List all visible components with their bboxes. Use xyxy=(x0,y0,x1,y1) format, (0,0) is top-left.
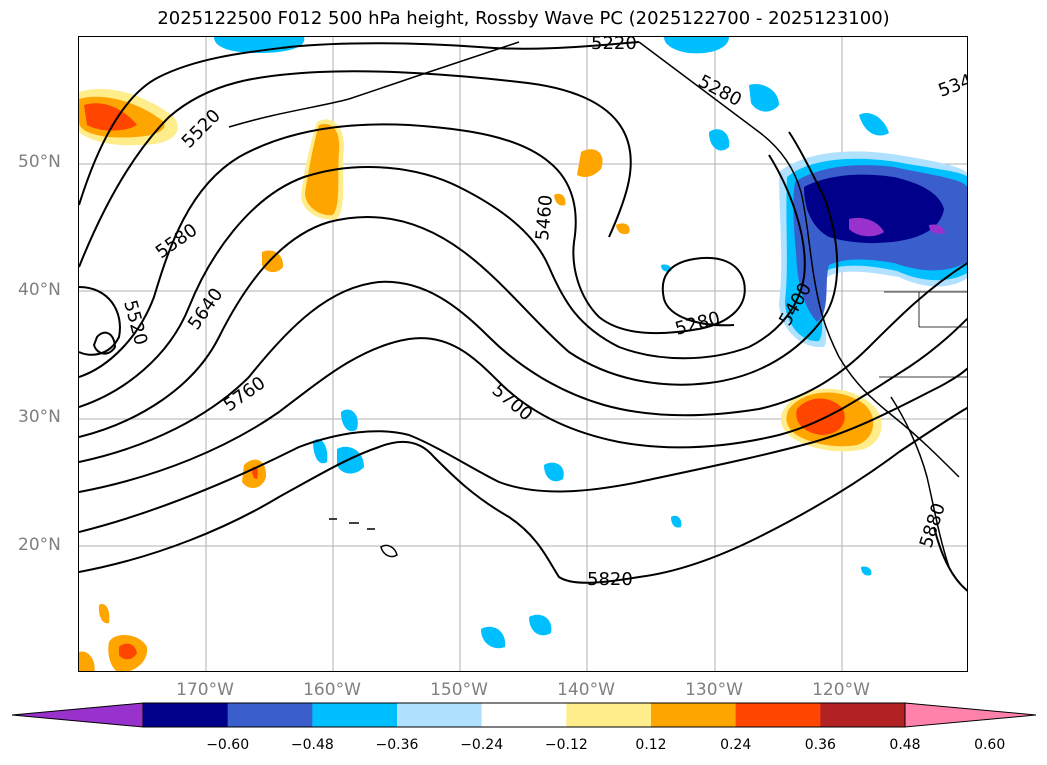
colorbar-segment xyxy=(651,703,737,727)
colorbar-segment xyxy=(227,703,313,727)
colorbar-tick-label: 0.24 xyxy=(720,737,752,753)
colorbar-graphic xyxy=(11,702,1037,728)
cold-anomaly-patch xyxy=(861,566,872,576)
map-title: 2025122500 F012 500 hPa height, Rossby W… xyxy=(157,8,890,29)
lon-label-170w: 170°W xyxy=(176,680,234,700)
colorbar-tick-label: −0.12 xyxy=(544,737,588,753)
warm-anomaly-patch xyxy=(616,223,630,235)
lon-label-160w: 160°W xyxy=(303,680,361,700)
contour-label: 5760 xyxy=(220,373,270,416)
contour-line xyxy=(79,367,967,533)
contour-line xyxy=(92,331,117,355)
map-panel: 5220 5280 534 5520 5580 5460 5640 5520 5… xyxy=(78,36,968,672)
west-coast xyxy=(638,41,960,478)
colorbar-tick-label: −0.24 xyxy=(460,737,504,753)
cold-anomaly-patch xyxy=(337,446,364,474)
colorbar-tick-label: 0.60 xyxy=(974,737,1006,753)
warm-anomaly-patch xyxy=(79,651,95,671)
contour-label: 5460 xyxy=(532,194,557,241)
hawaii-island xyxy=(380,544,398,558)
state-borders xyxy=(879,291,967,378)
cold-anomaly-patch xyxy=(749,83,779,112)
cold-anomaly-patch xyxy=(804,174,944,244)
contour-line xyxy=(79,262,967,463)
lon-label-120w: 120°W xyxy=(812,680,870,700)
warm-anomaly-patch xyxy=(119,643,137,660)
cold-anomaly-patch xyxy=(671,515,682,528)
cold-anomaly-patch xyxy=(214,37,305,53)
colorbar-tick-label: −0.60 xyxy=(206,737,250,753)
contour-label: 5580 xyxy=(152,220,202,263)
colorbar-extend-low xyxy=(11,702,144,728)
height-contours xyxy=(79,41,967,592)
colorbar-tick-label: −0.36 xyxy=(375,737,419,753)
cold-anomaly-patch xyxy=(859,113,889,136)
cold-anomaly-patch xyxy=(709,129,730,151)
contour-line xyxy=(79,154,806,408)
warm-anomaly-patch xyxy=(262,250,284,273)
warm-anomaly-patch xyxy=(577,149,603,177)
lat-label-20n: 20°N xyxy=(18,535,61,555)
warm-anomaly-patch xyxy=(554,193,566,206)
aleutian-coastline xyxy=(228,41,520,128)
contour-line xyxy=(79,41,640,206)
contour-line xyxy=(79,123,746,378)
warm-anomaly-patch xyxy=(305,124,340,216)
warm-anomaly-patch xyxy=(98,603,110,624)
colorbar-segment xyxy=(735,703,821,727)
contour-labels: 5220 5280 534 5520 5580 5460 5640 5520 5… xyxy=(119,37,968,590)
colorbar-border xyxy=(142,702,906,728)
cold-anomaly-patch xyxy=(664,37,729,54)
contour-label: 5820 xyxy=(587,569,633,590)
cold-anomaly-patch xyxy=(313,439,328,464)
colorbar-segment xyxy=(481,703,567,727)
colorbar-extend-high xyxy=(904,702,1037,728)
contour-line xyxy=(79,70,632,268)
anomaly-patches xyxy=(79,37,967,671)
warm-anomaly-patch xyxy=(84,103,137,131)
contour-line xyxy=(79,406,967,584)
colorbar-segment xyxy=(312,703,398,727)
colorbar-segment xyxy=(820,703,906,727)
contour-label: 5700 xyxy=(488,380,537,426)
contour-label: 5520 xyxy=(119,298,151,348)
cold-anomaly-patch xyxy=(341,409,358,432)
baja-coast xyxy=(890,396,950,568)
contour-line xyxy=(933,526,967,592)
lat-label-40n: 40°N xyxy=(18,280,61,300)
lon-label-140w: 140°W xyxy=(557,680,615,700)
colorbar-tick-label: 0.36 xyxy=(804,737,836,753)
contour-label: 5220 xyxy=(591,37,637,54)
cold-anomaly-patch xyxy=(929,224,945,234)
contour-label: 5640 xyxy=(184,284,227,334)
cold-anomaly-patch xyxy=(529,614,552,636)
colorbar-tick-label: −0.48 xyxy=(290,737,334,753)
contour-label: 5280 xyxy=(695,71,745,111)
colorbar-tick-label: 0.48 xyxy=(889,737,921,753)
contour-line xyxy=(79,286,121,356)
contour-line xyxy=(79,317,967,493)
contour-line xyxy=(79,131,839,438)
contour-label: 534 xyxy=(936,70,968,101)
map-canvas: 5220 5280 534 5520 5580 5460 5640 5520 5… xyxy=(79,37,968,671)
colorbar-segment xyxy=(397,703,483,727)
cold-anomaly-patch xyxy=(849,217,884,237)
cold-anomaly-patch xyxy=(481,626,506,649)
contour-label: 5880 xyxy=(916,500,950,550)
colorbar-segment xyxy=(566,703,652,727)
lon-label-130w: 130°W xyxy=(685,680,743,700)
contour-label: 5520 xyxy=(178,105,225,152)
lat-label-50n: 50°N xyxy=(18,152,61,172)
colorbar-tick-label: 0.12 xyxy=(635,737,667,753)
colorbar xyxy=(10,700,1040,730)
colorbar-segment xyxy=(143,703,229,727)
cold-anomaly-patch xyxy=(544,462,564,482)
lat-label-30n: 30°N xyxy=(18,407,61,427)
lon-label-150w: 150°W xyxy=(430,680,488,700)
hawaii-islands xyxy=(329,518,375,530)
